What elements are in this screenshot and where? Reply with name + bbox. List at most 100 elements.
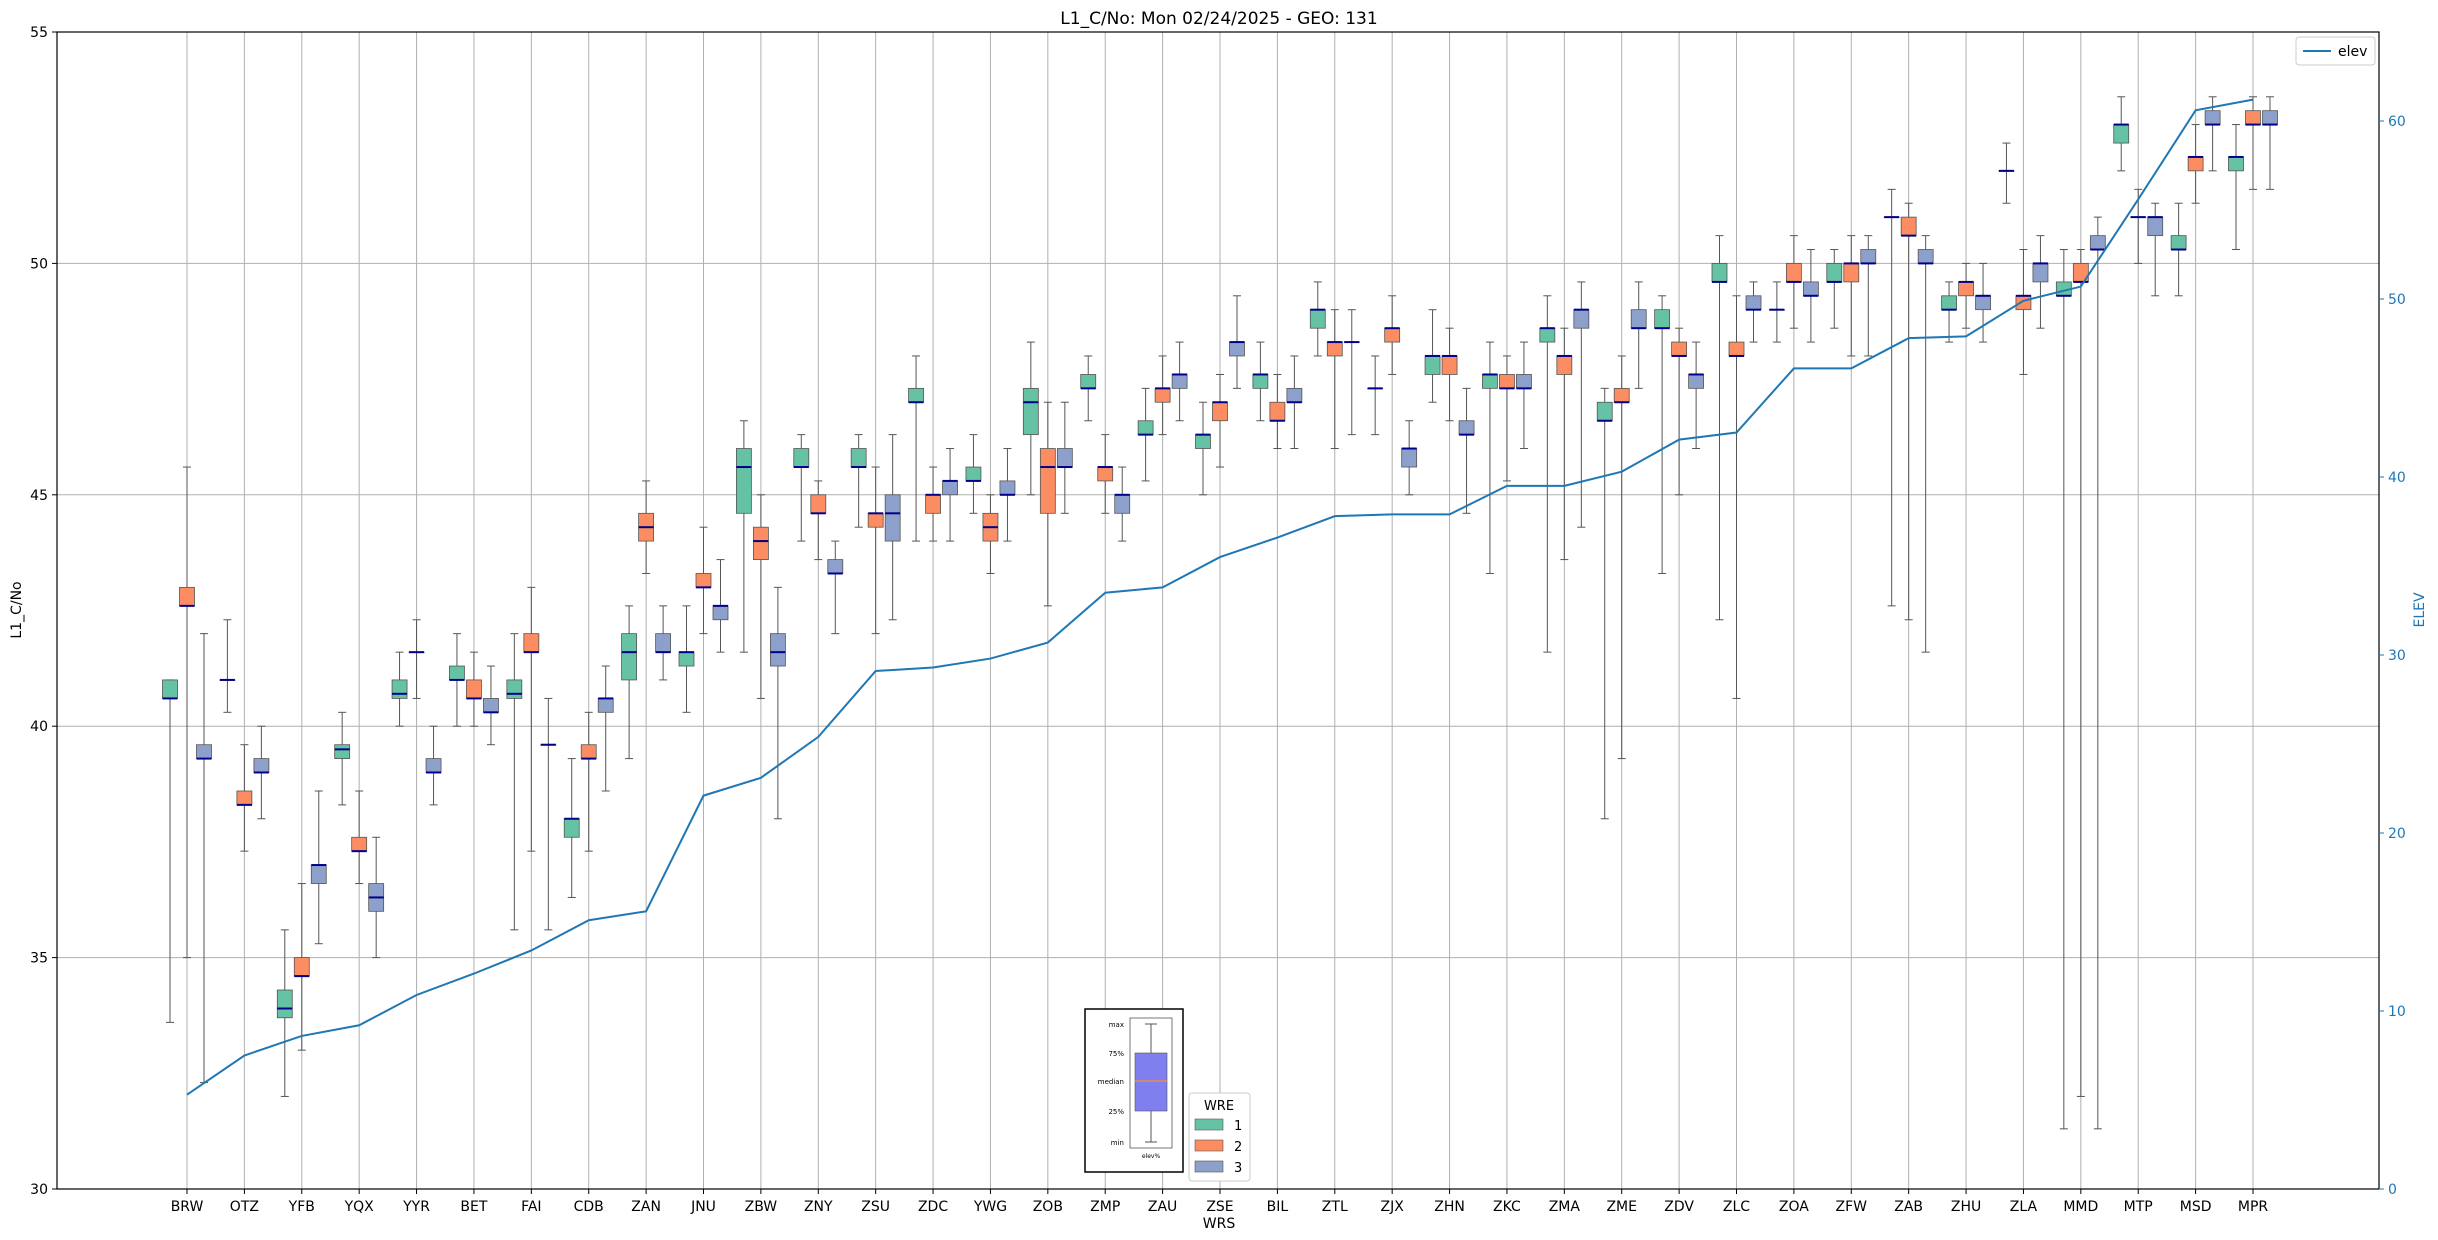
box-wre1-ZJX (1367, 355, 1384, 436)
y2-tick-label-20: 20 (2388, 826, 2406, 842)
box-wre2-YYR (408, 619, 425, 699)
box-wre1-ZFW (1826, 249, 1843, 329)
wre-legend-label-3: 3 (1234, 1161, 1242, 1176)
box-wre1-YWG (965, 434, 982, 514)
box-wre3-ZLC (1745, 281, 1762, 343)
box-wre1-ZOB (1022, 341, 1039, 496)
iqr-box (2262, 110, 2278, 125)
boxplot-key-label-q1: 25% (1108, 1108, 1124, 1116)
iqr-box (1309, 309, 1326, 329)
box-wre1-BIL (1252, 341, 1269, 422)
iqr-box (179, 586, 195, 607)
x-tick-label-ZOB: ZOB (1033, 1199, 1063, 1215)
box-wre2-JNU (695, 526, 712, 635)
iqr-box (1499, 374, 1515, 389)
box-wre1-ZAN (621, 605, 638, 760)
iqr-box (2187, 156, 2204, 172)
box-wre1-ZTL (1309, 281, 1326, 357)
wre-legend-label-1: 1 (1234, 1119, 1242, 1134)
x-tick-label-ZJX: ZJX (1381, 1199, 1405, 1215)
x-tick-label-BIL: BIL (1267, 1199, 1289, 1215)
x-tick-label-ZAB: ZAB (1894, 1199, 1923, 1215)
plot-frame (56, 31, 2380, 1190)
y-tick-label-50: 50 (30, 256, 48, 272)
axis-layer: BRW OTZ YFB YQX YYR BET FAI CDB ZAN JNU ZBW ZNY ZSU Z… (30, 25, 2406, 1215)
iqr-box (2228, 156, 2244, 172)
x-tick-label-YWG: YWG (973, 1199, 1007, 1215)
iqr-box (563, 818, 580, 838)
iqr-box (2089, 235, 2106, 250)
iqr-box (793, 448, 810, 468)
box-wre2-YQX (351, 790, 368, 885)
box-wre1-BET (449, 633, 465, 727)
iqr-box (483, 698, 499, 713)
y-axis-label: L1_C/No (9, 581, 25, 638)
iqr-box (695, 573, 712, 588)
box-wre3-JNU (712, 559, 729, 653)
iqr-box (580, 744, 597, 759)
box-wre2-FAI (523, 586, 540, 852)
box-wre2-ZMP (1097, 434, 1114, 514)
box-wre3-BRW (196, 633, 212, 1084)
iqr-box (1516, 374, 1532, 389)
box-wre3-ZMA (1573, 281, 1590, 528)
box-wre1-YFB (276, 929, 293, 1097)
box-wre3-MPR (2262, 96, 2278, 190)
iqr-box (1229, 341, 1245, 357)
iqr-box (1802, 281, 1819, 297)
iqr-box (1056, 448, 1073, 468)
iqr-box (850, 448, 867, 468)
box-wre1-ZDV (1654, 295, 1671, 574)
box-wre3-MTP (2147, 202, 2164, 297)
box-wre1-MPR (2228, 124, 2244, 251)
iqr-box (310, 864, 327, 884)
x-tick-label-JNU: JNU (690, 1199, 716, 1215)
iqr-box (449, 665, 465, 681)
iqr-box (1154, 387, 1171, 403)
boxplot-key-xlabel: elev% (1142, 1153, 1161, 1160)
iqr-box (827, 559, 844, 574)
x-tick-label-FAI: FAI (521, 1199, 541, 1215)
box-wre1-ZAB (1883, 188, 1900, 607)
iqr-box (293, 957, 310, 977)
box-wre3-ZAN (655, 605, 672, 681)
box-wre1-JNU (678, 605, 695, 713)
iqr-box (2245, 110, 2261, 125)
iqr-box (1039, 448, 1056, 514)
iqr-box (655, 633, 672, 653)
iqr-box (1688, 374, 1705, 389)
iqr-box (506, 679, 523, 699)
x-tick-label-ZSU: ZSU (861, 1199, 890, 1215)
iqr-box (1097, 466, 1114, 482)
box-wre2-ZSE (1212, 373, 1228, 468)
iqr-box (1860, 249, 1877, 264)
box-wre2-ZTL (1326, 309, 1343, 450)
box-wre3-MMD (2089, 216, 2106, 1130)
iqr-box (1654, 309, 1671, 329)
box-wre3-OTZ (253, 725, 270, 820)
box-wre1-ZKC (1482, 341, 1498, 574)
box-wre2-ZFW (1843, 235, 1860, 357)
y2-axis-label: ELEV (2412, 592, 2428, 627)
x-tick-label-ZFW: ZFW (1836, 1199, 1868, 1215)
iqr-box (1080, 374, 1097, 389)
box-wre1-ZOA (1768, 281, 1785, 343)
boxplot-key: max 75% median 25% min elev% (1084, 1008, 1184, 1173)
box-wre3-ZLA (2032, 235, 2049, 329)
box-wre3-ZHU (1975, 262, 1991, 343)
iqr-box (253, 758, 270, 773)
x-tick-label-ZLC: ZLC (1723, 1199, 1750, 1215)
box-wre1-ZHN (1424, 309, 1441, 403)
iqr-box (1958, 281, 1974, 297)
iqr-box (942, 480, 958, 496)
iqr-box (1556, 355, 1573, 375)
box-wre2-ZKC (1499, 355, 1515, 482)
box-wre2-ZHN (1441, 327, 1458, 422)
box-wre3-MSD (2204, 96, 2221, 172)
box-wre3-BET (483, 665, 499, 746)
iqr-box (351, 836, 368, 852)
y-tick-label-35: 35 (30, 951, 48, 967)
box-wre2-ZMA (1556, 327, 1573, 561)
y-tick-label-40: 40 (30, 719, 48, 735)
box-wre3-YWG (999, 448, 1016, 542)
